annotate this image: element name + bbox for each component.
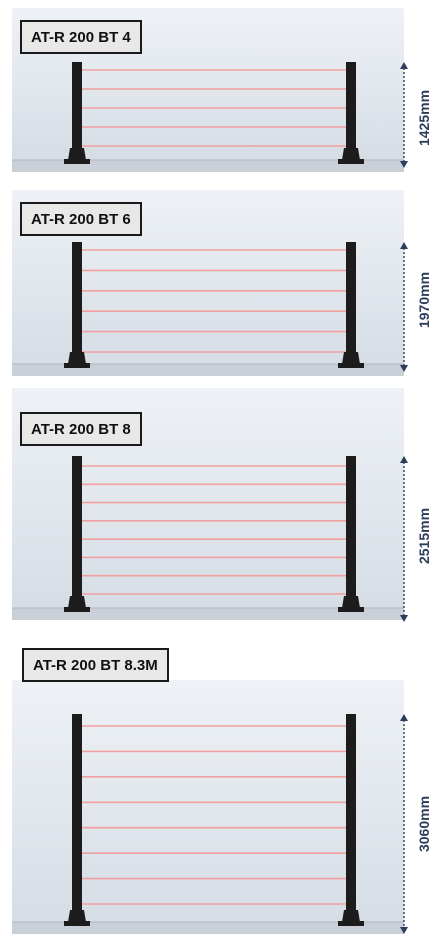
left-post — [64, 456, 90, 612]
floor — [12, 922, 404, 934]
height-label: 1425mm — [416, 89, 432, 147]
model-label: AT-R 200 BT 4 — [20, 20, 142, 54]
model-label: AT-R 200 BT 6 — [20, 202, 142, 236]
model-label: AT-R 200 BT 8.3M — [22, 648, 169, 682]
barrier-illustration — [12, 680, 408, 934]
dimension-indicator — [400, 456, 408, 622]
left-post — [64, 242, 90, 368]
barrier-illustration — [12, 388, 408, 622]
dimension-indicator — [400, 242, 408, 372]
dimension-indicator — [400, 62, 408, 168]
panel-at-r-200-bt-8-3m: AT-R 200 BT 8.3M 3060mm — [12, 632, 432, 946]
height-label: 1970mm — [416, 271, 432, 329]
right-post — [338, 456, 364, 612]
right-post — [338, 62, 364, 164]
barrier-illustration — [12, 8, 408, 172]
right-post — [338, 714, 364, 926]
height-label: 3060mm — [416, 795, 432, 853]
wall-backdrop — [12, 680, 404, 922]
height-label: 2515mm — [416, 507, 432, 565]
right-post — [338, 242, 364, 368]
floor — [12, 160, 404, 172]
panel-at-r-200-bt-8: AT-R 200 BT 8 2515mm — [12, 386, 432, 632]
left-post — [64, 62, 90, 164]
panel-at-r-200-bt-4: AT-R 200 BT 4 1425mm — [12, 0, 432, 186]
floor — [12, 608, 404, 620]
model-label: AT-R 200 BT 8 — [20, 412, 142, 446]
floor — [12, 364, 404, 376]
dimension-indicator — [400, 714, 408, 934]
panel-at-r-200-bt-6: AT-R 200 BT 6 1970mm — [12, 186, 432, 386]
left-post — [64, 714, 90, 926]
